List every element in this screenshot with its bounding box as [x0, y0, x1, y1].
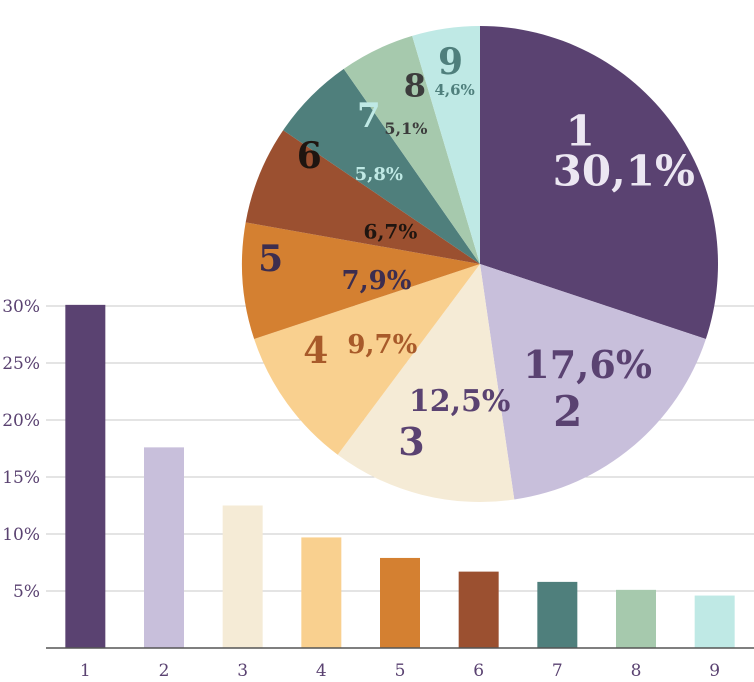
pie-series: [242, 26, 719, 502]
y-tick-label: 25%: [2, 354, 40, 374]
pie-digit-label: 6: [297, 135, 322, 177]
y-tick-label: 5%: [13, 582, 40, 602]
pie-percent-label: 7,9%: [342, 266, 412, 296]
bar-x-axis: 1 2 3 4 5 6 7 8 9: [80, 661, 720, 681]
bar-digit-6: [458, 571, 499, 648]
x-tick-label: 6: [473, 661, 484, 681]
pie-slice-7: [283, 68, 480, 264]
pie-slice-9: [412, 26, 480, 264]
pie-percent-label: 30,1%: [553, 146, 695, 195]
pie-slice-4: [254, 264, 480, 455]
pie-percent-label: 5,1%: [384, 119, 427, 138]
pie-labels: 130,1% 217,6% 312,5% 4 9,7% 5 7,9% 6 6,7% 7 5,8% 8 5…: [258, 41, 695, 464]
y-tick-label: 20%: [2, 411, 40, 431]
pie-slice-3: [337, 264, 515, 502]
x-tick-label: 2: [159, 661, 170, 681]
pie-digit-label: 2: [553, 387, 582, 436]
pie-percent-label: 9,7%: [347, 330, 417, 360]
pie-digit-label: 7: [357, 96, 381, 136]
bar-digit-7: [537, 581, 578, 648]
y-tick-label: 15%: [2, 468, 40, 488]
pie-slice-2: [480, 264, 706, 500]
x-tick-label: 8: [631, 661, 642, 681]
pie-digit-label: 3: [398, 419, 424, 464]
pie-slice-8: [343, 35, 480, 265]
pie-digit-label: 5: [258, 238, 283, 280]
pie-digit-label: 4: [303, 330, 328, 372]
bar-series: [65, 304, 735, 648]
y-tick-label: 30%: [2, 297, 40, 317]
bar-digit-3: [222, 505, 263, 648]
x-tick-label: 3: [237, 661, 248, 681]
pie-percent-label: 6,7%: [364, 220, 418, 244]
x-tick-label: 1: [80, 661, 91, 681]
pie-percent-label: 12,5%: [409, 384, 511, 419]
pie-slice-1: [480, 26, 719, 339]
bar-digit-2: [144, 447, 184, 648]
pie-slice-5: [242, 222, 480, 339]
x-tick-label: 4: [316, 661, 327, 681]
bar-digit-4: [301, 537, 342, 648]
pie-percent-label: 5,8%: [355, 164, 403, 185]
x-tick-label: 7: [552, 661, 563, 681]
pie-digit-label: 9: [438, 41, 463, 83]
bar-digit-5: [380, 557, 420, 648]
pie-percent-label: 4,6%: [434, 81, 474, 99]
pie-slice-6: [245, 130, 480, 264]
pie-digit-label: 1: [566, 107, 595, 156]
bar-y-axis: 5% 10% 15% 20% 25% 30%: [2, 297, 40, 602]
x-tick-label: 9: [709, 661, 720, 681]
x-tick-label: 5: [395, 661, 406, 681]
pie-digit-label: 8: [404, 66, 426, 104]
pie-percent-label: 17,6%: [523, 342, 652, 387]
y-tick-label: 10%: [2, 525, 40, 545]
bar-digit-1: [65, 304, 106, 648]
bar-digit-9: [694, 595, 735, 648]
bar-digit-8: [616, 589, 656, 648]
